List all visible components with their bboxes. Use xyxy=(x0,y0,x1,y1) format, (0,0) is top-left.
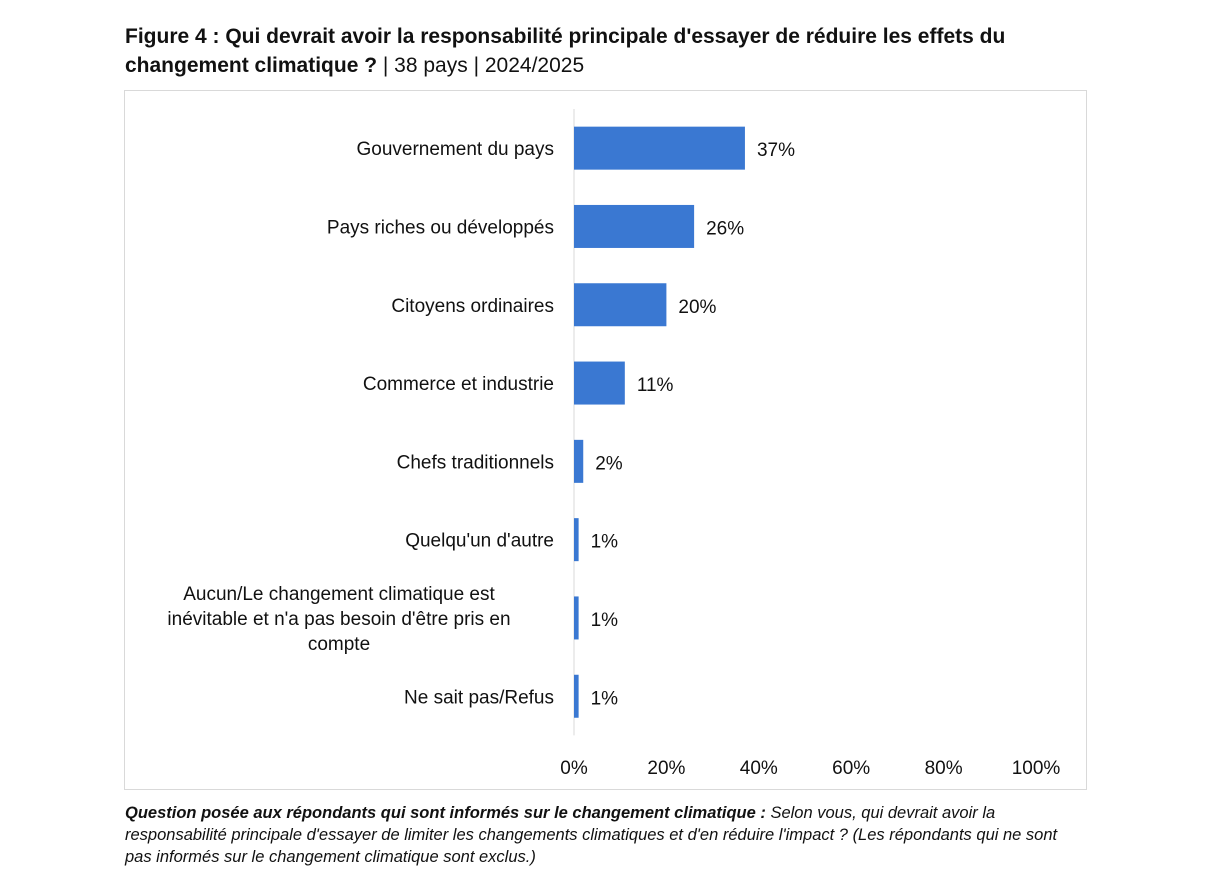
category-label-line: Citoyens ordinaires xyxy=(391,296,554,317)
x-tick-label: 60% xyxy=(832,758,870,779)
x-tick-label: 80% xyxy=(925,758,963,779)
bar-value-label: 26% xyxy=(706,218,744,239)
bar-6 xyxy=(574,518,579,562)
category-label-line: Gouvernement du pays xyxy=(356,139,554,160)
category-label-line: Chefs traditionnels xyxy=(397,452,554,473)
bar-1 xyxy=(574,126,745,170)
category-label-line: inévitable et n'a pas besoin d'être pris… xyxy=(167,609,510,630)
bar-value-label: 2% xyxy=(595,453,623,474)
bar-7 xyxy=(574,596,579,640)
category-label: Aucun/Le changement climatique est inévit… xyxy=(167,584,510,655)
category-label-line: Pays riches ou développés xyxy=(327,217,554,238)
footnote-label: Question posée aux répondants qui sont i… xyxy=(125,804,766,822)
category-label: Commerce et industrie xyxy=(363,374,554,395)
category-label-line: compte xyxy=(308,634,370,655)
bar-chart: 37% Gouvernement du pays 26% Pays riches ou… xyxy=(167,109,1061,779)
bar-4 xyxy=(574,361,625,405)
bar-value-label: 1% xyxy=(591,688,619,709)
bar-8 xyxy=(574,674,579,718)
chart-frame: 37% Gouvernement du pays 26% Pays riches ou… xyxy=(124,90,1087,790)
x-tick-label: 0% xyxy=(560,758,588,779)
footnote-text: Selon vous, qui devrait avoir la respons… xyxy=(125,804,1058,866)
bar-value-label: 37% xyxy=(757,140,795,161)
x-tick-label: 40% xyxy=(740,758,778,779)
bar-5 xyxy=(574,439,584,483)
bar-value-label: 1% xyxy=(591,610,619,631)
x-tick-label: 20% xyxy=(647,758,685,779)
category-label-line: Commerce et industrie xyxy=(363,374,554,395)
figure-title: Figure 4 : Qui devrait avoir la responsa… xyxy=(125,22,1085,80)
category-label: Gouvernement du pays xyxy=(356,139,554,160)
bar-value-label: 11% xyxy=(637,375,674,396)
bar-2 xyxy=(574,204,695,248)
figure-title-meta: | 38 pays | 2024/2025 xyxy=(377,54,585,77)
x-tick-label: 100% xyxy=(1012,758,1061,779)
category-label-line: Quelqu'un d'autre xyxy=(405,531,554,552)
category-label: Pays riches ou développés xyxy=(327,217,554,238)
bar-3 xyxy=(574,283,667,327)
category-label: Ne sait pas/Refus xyxy=(404,687,554,708)
category-label: Quelqu'un d'autre xyxy=(405,531,554,552)
category-label: Citoyens ordinaires xyxy=(391,296,554,317)
category-label-line: Ne sait pas/Refus xyxy=(404,687,554,708)
figure-title-main: Figure 4 : Qui devrait avoir la responsa… xyxy=(125,25,1006,77)
bar-value-label: 1% xyxy=(591,532,619,553)
category-label: Chefs traditionnels xyxy=(397,452,554,473)
bar-value-label: 20% xyxy=(678,297,716,318)
category-label-line: Aucun/Le changement climatique est xyxy=(183,584,495,605)
footnote: Question posée aux répondants qui sont i… xyxy=(125,802,1085,868)
